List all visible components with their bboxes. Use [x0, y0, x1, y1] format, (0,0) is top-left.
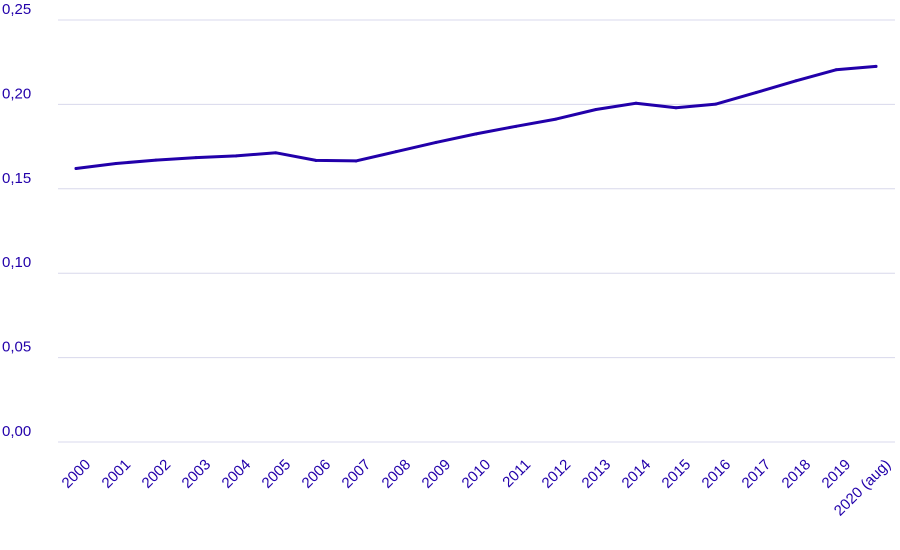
x-tick-label: 2016 — [699, 456, 735, 492]
data-point — [234, 154, 238, 158]
x-tick-label: 2010 — [459, 456, 495, 492]
x-tick-label: 2011 — [499, 456, 534, 491]
data-point — [634, 101, 638, 105]
data-point — [554, 117, 558, 121]
x-tick-label: 2001 — [99, 456, 135, 492]
x-tick-label: 2019 — [819, 456, 855, 492]
x-tick-label: 2004 — [219, 456, 255, 492]
data-point — [314, 158, 318, 162]
x-tick-label: 2017 — [739, 456, 775, 492]
x-tick-label: 2015 — [659, 456, 695, 492]
x-tick-label: 2005 — [259, 456, 295, 492]
x-tick-label: 2003 — [179, 456, 215, 492]
x-tick-label: 2012 — [539, 456, 575, 492]
y-tick-label: 0,15 — [2, 170, 31, 187]
data-point — [434, 140, 438, 144]
data-point — [674, 106, 678, 110]
x-tick-label: 2006 — [299, 456, 335, 492]
x-tick-label: 2009 — [419, 456, 455, 492]
x-tick-label: 2002 — [139, 456, 175, 492]
series-group — [74, 64, 878, 171]
y-axis: 0,00 0,05 0,10 0,15 0,20 0,25 — [2, 1, 31, 440]
data-point — [74, 167, 78, 171]
x-tick-label: 2013 — [579, 456, 615, 492]
x-tick-label: 2018 — [779, 456, 815, 492]
data-point — [194, 156, 198, 160]
y-tick-label: 0,20 — [2, 85, 31, 102]
y-tick-label: 0,10 — [2, 254, 31, 271]
data-point — [154, 158, 158, 162]
x-tick-label: 2007 — [339, 456, 375, 492]
data-point — [754, 91, 758, 95]
x-tick-label: 2014 — [619, 456, 655, 492]
data-point — [354, 159, 358, 163]
x-tick-label: 2000 — [59, 456, 95, 492]
data-point — [594, 107, 598, 111]
data-point — [714, 102, 718, 106]
data-point — [874, 64, 878, 68]
data-point — [834, 68, 838, 72]
y-tick-label: 0,00 — [2, 423, 31, 440]
data-point — [114, 161, 118, 165]
data-point — [274, 151, 278, 155]
x-axis: 2000 2001 2002 2003 2004 2005 2006 2007 2008 2009… — [59, 456, 895, 519]
data-point — [474, 132, 478, 136]
x-tick-label: 2008 — [379, 456, 415, 492]
data-point — [794, 79, 798, 83]
y-tick-label: 0,25 — [2, 1, 31, 18]
data-point — [394, 150, 398, 154]
gridlines — [58, 19, 895, 443]
data-point — [514, 124, 518, 128]
series-line — [74, 64, 878, 170]
y-tick-label: 0,05 — [2, 339, 31, 356]
